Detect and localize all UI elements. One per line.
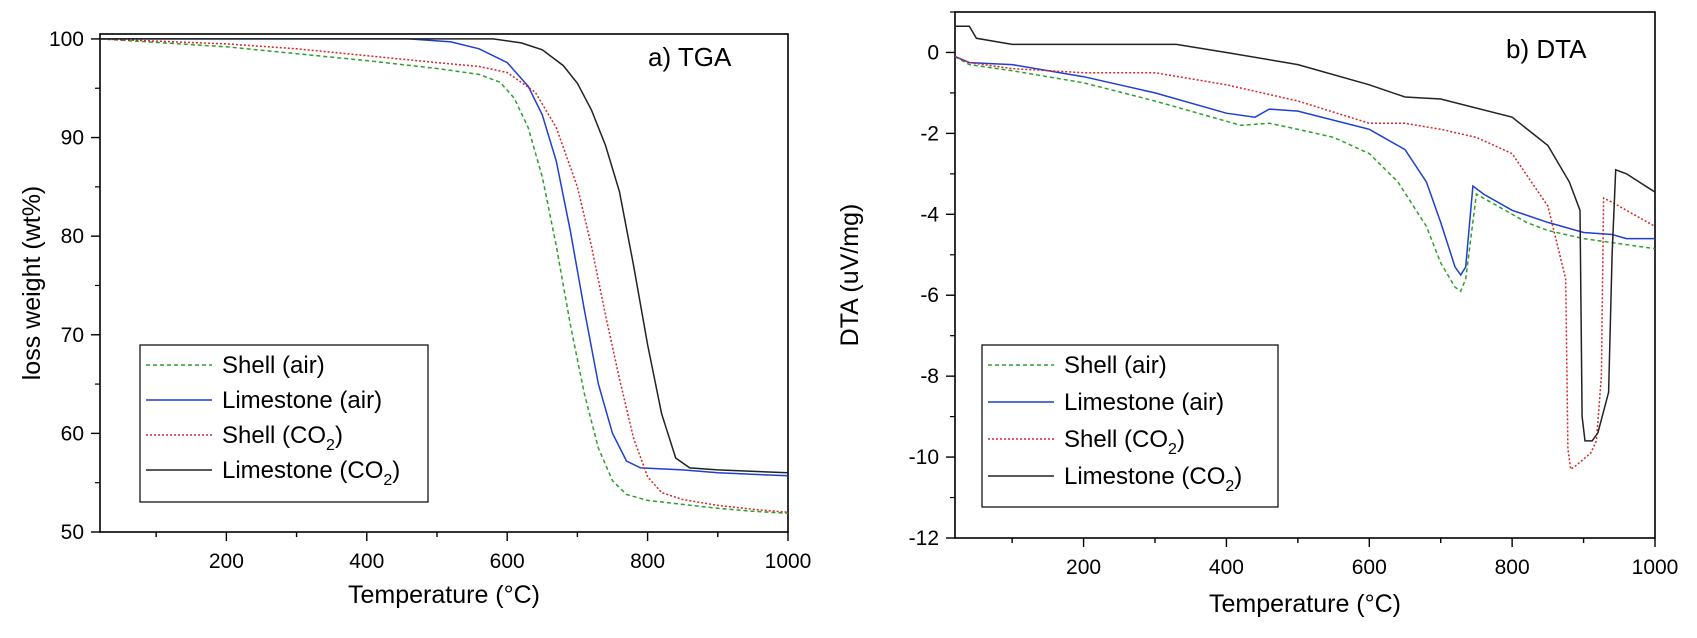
legend: Shell (air) Limestone (air) Shell (CO2) Lim… <box>981 344 1279 508</box>
panel-title: b) DTA <box>1506 34 1587 64</box>
series-line-1 <box>100 38 788 477</box>
y-tick-label: 60 <box>61 422 84 445</box>
series-line-2 <box>955 55 1655 471</box>
y-tick-label: -8 <box>920 365 939 388</box>
x-axis-label: Temperature (°C) <box>1209 590 1401 618</box>
legend-label: Shell (CO2) <box>222 422 343 454</box>
chart-panel-dta: 200 400 600 800 1000 -12 -10 -8 -6 -4 -2 0 b) DTA Tem… <box>836 11 1679 618</box>
series-line-0 <box>955 55 1655 293</box>
series-line-1 <box>955 55 1655 277</box>
legend-label: Limestone (CO2) <box>222 457 400 489</box>
legend-box <box>139 344 429 503</box>
x-tick-label: 600 <box>1352 556 1387 579</box>
y-tick-label: -6 <box>920 284 939 307</box>
series-line-3 <box>955 25 1655 442</box>
legend-label: Limestone (air) <box>1064 389 1224 416</box>
series-line-3 <box>100 38 788 474</box>
plot-frame <box>954 11 1656 539</box>
x-tick-label: 800 <box>1495 556 1530 579</box>
legend-label: Shell (air) <box>222 352 325 379</box>
x-tick-label: 200 <box>209 550 244 573</box>
legend-label: Shell (CO2) <box>1064 426 1185 458</box>
panel-title: a) TGA <box>648 42 732 72</box>
y-tick-label: 100 <box>49 28 84 51</box>
y-tick-label: -12 <box>909 527 939 550</box>
series-line-2 <box>100 38 788 514</box>
plot-frame <box>99 33 789 533</box>
legend: Shell (air) Limestone (air) Shell (CO2)Lim… <box>139 344 429 503</box>
x-axis-label: Temperature (°C) <box>348 581 540 609</box>
x-tick-label: 200 <box>1066 556 1101 579</box>
chart-panel-tga: 200 400 600 800 1000 50 60 70 80 90 100 a) TGA Tempe… <box>18 28 811 609</box>
y-tick-label: 80 <box>61 225 84 248</box>
y-axis-label: loss weight (wt%) <box>18 186 46 381</box>
x-tick-label: 400 <box>1209 556 1244 579</box>
y-tick-label: -2 <box>920 122 939 145</box>
x-tick-label: 400 <box>349 550 384 573</box>
legend-label: Limestone (air) <box>222 387 382 414</box>
y-axis-label: DTA (uV/mg) <box>836 204 864 347</box>
x-tick-label: 1000 <box>765 550 812 573</box>
y-tick-label: -10 <box>909 446 939 469</box>
x-tick-label: 1000 <box>1632 556 1679 579</box>
y-tick-label: -4 <box>920 203 939 226</box>
x-tick-label: 600 <box>490 550 525 573</box>
y-tick-label: 90 <box>61 127 84 150</box>
legend-box <box>981 344 1279 508</box>
y-tick-label: 0 <box>927 41 939 64</box>
y-tick-label: 70 <box>61 324 84 347</box>
x-tick-label: 800 <box>630 550 665 573</box>
legend-label: Shell (air) <box>1064 352 1167 379</box>
y-tick-label: 50 <box>61 521 84 544</box>
legend-label: Limestone (CO2) <box>1064 463 1242 495</box>
